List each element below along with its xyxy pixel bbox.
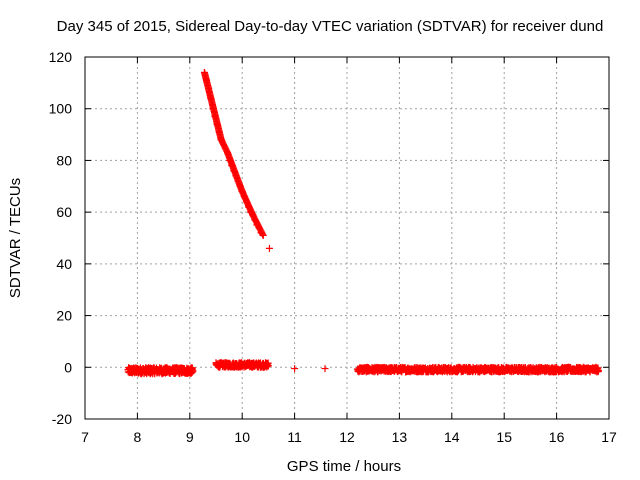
data-point <box>490 367 498 375</box>
data-point <box>563 367 571 375</box>
data-point <box>574 367 582 375</box>
x-tick-label: 15 <box>496 429 512 445</box>
data-point <box>228 162 236 170</box>
x-tick-label: 17 <box>601 429 617 445</box>
data-series <box>124 69 603 378</box>
data-point <box>217 136 225 144</box>
data-point <box>213 361 221 369</box>
data-point <box>242 198 250 206</box>
data-point <box>224 149 232 157</box>
data-point <box>259 231 267 239</box>
data-point <box>234 177 242 185</box>
data-point <box>356 364 364 372</box>
chart-title: Day 345 of 2015, Sidereal Day-to-day VTE… <box>57 18 604 35</box>
x-tick-label: 9 <box>186 429 194 445</box>
data-point <box>136 368 144 376</box>
x-tick-label: 16 <box>549 429 565 445</box>
data-point <box>167 366 175 374</box>
x-axis-label: GPS time / hours <box>287 458 401 475</box>
data-point <box>479 367 487 375</box>
data-point <box>265 244 273 252</box>
data-point <box>238 187 246 195</box>
data-point <box>207 94 215 102</box>
data-point <box>209 105 217 113</box>
data-point <box>532 366 540 374</box>
data-point <box>241 361 249 369</box>
data-point <box>249 211 257 219</box>
data-point <box>232 360 240 368</box>
y-axis-label: SDTVAR / TECUs <box>7 178 24 298</box>
x-axis: 7 8 9 10 11 12 13 14 15 16 17 <box>81 57 617 445</box>
data-point <box>263 362 271 370</box>
data-point <box>542 366 550 374</box>
x-tick-label: 11 <box>287 429 302 445</box>
y-tick-label: 100 <box>49 101 73 117</box>
data-point <box>427 366 435 374</box>
y-axis: -20 0 20 40 60 80 100 120 <box>49 49 609 427</box>
data-point <box>157 367 165 375</box>
data-point <box>152 366 160 374</box>
data-point <box>437 366 445 374</box>
data-point <box>235 362 243 370</box>
data-point <box>226 359 234 367</box>
data-point <box>226 156 234 164</box>
data-point <box>244 203 252 211</box>
data-point <box>205 84 213 92</box>
x-tick-label: 14 <box>444 429 460 445</box>
data-point <box>211 112 219 120</box>
data-point <box>240 193 248 201</box>
data-point <box>203 76 211 84</box>
data-point <box>364 364 372 372</box>
y-tick-label: 40 <box>56 256 72 272</box>
data-point <box>395 365 403 373</box>
data-point <box>584 366 592 374</box>
x-tick-label: 13 <box>392 429 408 445</box>
y-tick-label: 60 <box>56 204 72 220</box>
data-point <box>200 69 208 77</box>
data-point <box>406 365 414 373</box>
data-point <box>500 367 508 375</box>
x-tick-label: 10 <box>234 429 250 445</box>
data-point <box>248 362 256 370</box>
x-tick-label: 8 <box>134 429 142 445</box>
data-point <box>590 366 598 374</box>
data-point <box>521 367 529 375</box>
data-point <box>553 367 561 375</box>
data-point <box>511 366 519 374</box>
data-point <box>458 367 466 375</box>
y-tick-label: 20 <box>56 308 72 324</box>
data-point <box>131 367 139 375</box>
data-point <box>469 366 477 374</box>
data-point <box>448 366 456 374</box>
data-point <box>215 128 223 136</box>
y-tick-label: 0 <box>64 359 72 375</box>
data-point <box>595 367 603 375</box>
y-tick-label: -20 <box>52 411 72 427</box>
data-point <box>291 365 299 373</box>
data-point <box>321 365 329 373</box>
x-tick-label: 7 <box>81 429 89 445</box>
data-point <box>251 216 259 224</box>
data-point <box>416 365 424 373</box>
data-point <box>254 361 262 369</box>
data-point <box>147 370 154 378</box>
data-point <box>126 368 134 376</box>
y-tick-label: 80 <box>56 152 72 168</box>
data-point <box>186 368 194 376</box>
data-point <box>230 167 238 175</box>
grid <box>85 57 609 419</box>
data-point <box>236 182 244 190</box>
data-point <box>178 366 186 374</box>
data-point <box>162 365 170 373</box>
x-tick-label: 12 <box>339 429 355 445</box>
data-point <box>255 224 263 232</box>
data-point <box>385 364 393 372</box>
data-point <box>374 364 382 372</box>
data-point <box>219 360 227 368</box>
data-point <box>232 172 240 180</box>
y-tick-label: 120 <box>49 49 73 65</box>
data-point <box>141 366 149 374</box>
data-point <box>213 120 221 128</box>
